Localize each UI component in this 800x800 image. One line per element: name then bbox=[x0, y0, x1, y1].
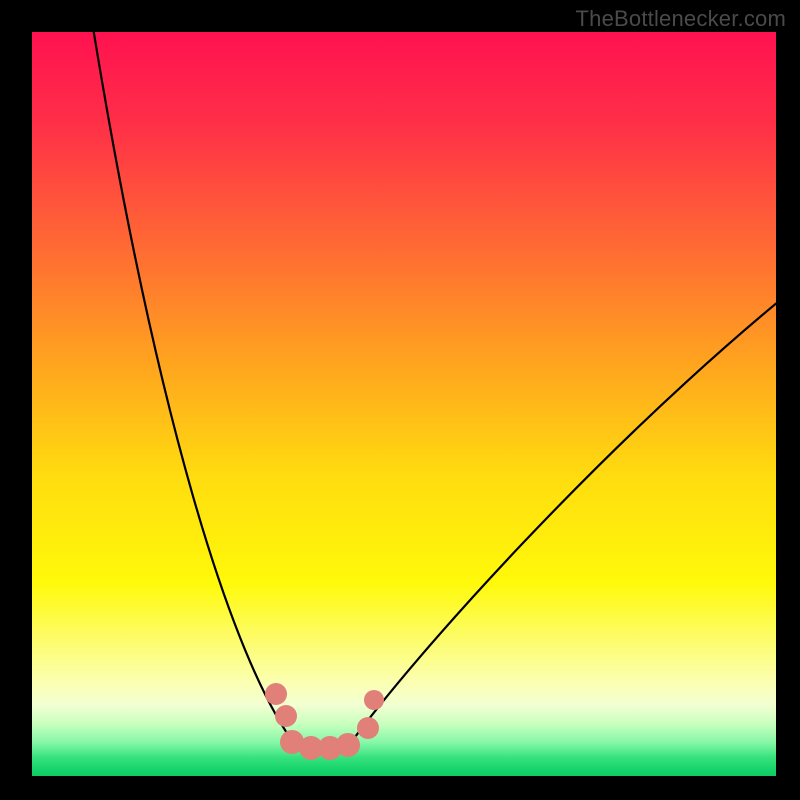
data-marker bbox=[364, 690, 384, 710]
data-marker bbox=[357, 717, 379, 739]
data-marker bbox=[336, 733, 360, 757]
plot-area bbox=[32, 32, 776, 776]
markers-layer bbox=[32, 32, 776, 776]
watermark-text: TheBottlenecker.com bbox=[576, 6, 786, 32]
data-marker bbox=[265, 683, 287, 705]
data-marker bbox=[275, 705, 297, 727]
